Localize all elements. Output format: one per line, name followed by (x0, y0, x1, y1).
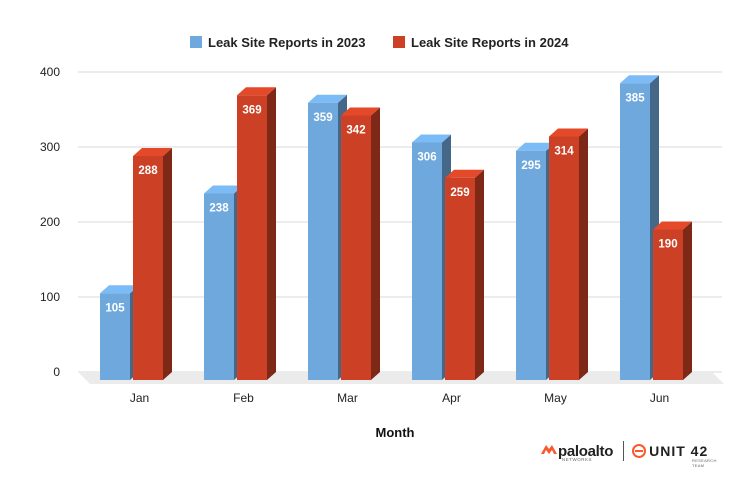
y-tick-label: 400 (40, 65, 60, 79)
data-label: 369 (242, 104, 261, 116)
bar-top (412, 134, 451, 143)
data-label: 288 (138, 165, 158, 177)
bar (516, 150, 546, 380)
data-label: 105 (105, 302, 125, 314)
x-axis-title: Month (376, 425, 415, 440)
data-label: 190 (658, 239, 677, 251)
bar-side (371, 107, 380, 380)
bar-side (683, 221, 692, 380)
x-tick-label: Mar (337, 391, 358, 405)
data-label: 259 (450, 187, 469, 199)
bar (100, 293, 130, 380)
data-label: 385 (625, 92, 645, 104)
bar-top (133, 148, 172, 156)
legend-label: Leak Site Reports in 2024 (411, 35, 569, 50)
bar (133, 156, 163, 380)
bar (237, 95, 267, 380)
bar-top (100, 285, 139, 294)
y-tick-label: 200 (40, 215, 60, 229)
x-tick-label: Feb (233, 391, 254, 405)
legend-swatch (190, 36, 202, 48)
bar-side (475, 169, 484, 380)
bar-top (204, 185, 243, 194)
data-label: 359 (313, 112, 332, 124)
bar-top (445, 169, 484, 178)
bar (620, 83, 650, 380)
bar (549, 136, 579, 380)
bar (341, 115, 371, 380)
unit42-subtext: RESEARCH TEAM (692, 458, 717, 468)
bar-top (653, 221, 692, 230)
unit42-wordmark: UNIT 42 (649, 443, 709, 459)
x-tick-label: Jun (650, 391, 669, 405)
legend-swatch (393, 36, 405, 48)
legend-label: Leak Site Reports in 2023 (208, 35, 366, 50)
bar-side (579, 128, 588, 380)
data-label: 295 (521, 160, 541, 172)
bar (412, 142, 442, 380)
bar (653, 229, 683, 380)
x-tick-label: Jan (130, 391, 149, 405)
branding: paloalto NETWORKS UNIT 42 RESEARCH TEAM (540, 436, 716, 468)
x-tick-label: May (544, 391, 567, 405)
x-tick-label: Apr (442, 391, 461, 405)
bar-top (549, 128, 588, 137)
unit42-logo-icon (632, 444, 647, 458)
paloalto-logo-icon (541, 445, 557, 454)
bar-top (516, 142, 555, 151)
bar-top (620, 75, 659, 84)
paloalto-subtext: NETWORKS (562, 457, 593, 462)
brand-divider (623, 441, 625, 461)
bar-top (237, 87, 276, 96)
data-label: 238 (209, 203, 229, 215)
data-label: 306 (417, 152, 436, 164)
bar (308, 102, 338, 380)
bar-top (308, 94, 347, 103)
y-tick-label: 100 (40, 290, 60, 304)
bar-side (163, 148, 172, 380)
y-tick-label: 0 (53, 365, 60, 379)
paloalto-wordmark: paloalto (558, 442, 614, 460)
bar (445, 177, 475, 380)
bar-top (341, 107, 380, 116)
bar (204, 193, 234, 380)
y-tick-label: 300 (40, 140, 60, 154)
bar-side (267, 87, 276, 380)
data-label: 342 (346, 125, 365, 137)
data-label: 314 (554, 146, 574, 158)
